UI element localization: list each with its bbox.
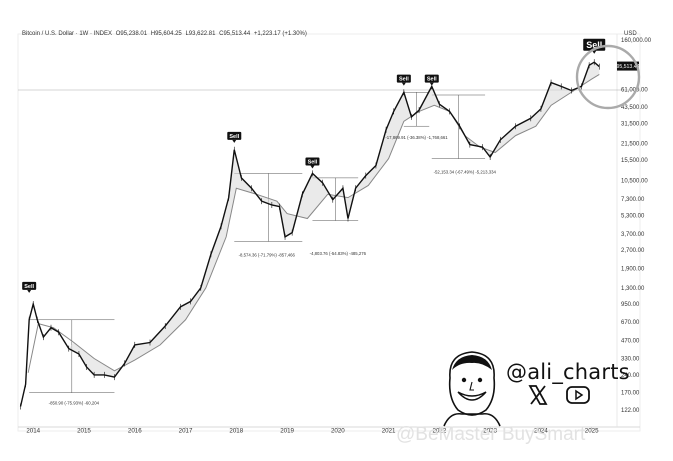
- drawdown-note: -850.90 (-75.93%) -60,204: [49, 401, 100, 406]
- x-tick-label: 2025: [585, 428, 599, 435]
- y-tick-label: 240.00: [621, 373, 640, 379]
- y-tick-label: 5,300.00: [621, 214, 645, 220]
- x-tick-label: 2019: [280, 428, 294, 435]
- x-tick-label: 2022: [433, 428, 447, 435]
- y-tick-label: 170.00: [621, 391, 640, 397]
- sell-label-pointer: [310, 165, 315, 169]
- drawdown-boxes: [29, 92, 486, 393]
- y-tick-label: 1,300.00: [621, 286, 645, 292]
- annotations-layer: Sell Sell Sell Sell Sell Sell -850.90 (-75.93%…: [22, 38, 640, 406]
- x-tick-label: 2016: [128, 428, 142, 435]
- y-tick-label: 122.00: [621, 408, 640, 414]
- x-tick-label: 2014: [26, 428, 40, 435]
- y-tick-label: 1,900.00: [621, 266, 645, 272]
- sell-label-pointer: [27, 289, 32, 293]
- price-tag-bg: [617, 61, 639, 71]
- y-tick-label: 43,500.00: [621, 105, 648, 111]
- axis-layer: 160,000.0061,000.0043,500.0031,500.0021,…: [17, 33, 652, 435]
- plot-frame: [17, 33, 641, 432]
- low-value: L93,622.81: [185, 31, 216, 37]
- symbol-label: Bitcoin / U.S. Dollar · 1W · INDEX: [22, 31, 113, 37]
- x-tick-label: 2018: [229, 428, 243, 435]
- sell-label-bg: [305, 157, 320, 166]
- y-tick-label: 21,500.00: [621, 141, 648, 147]
- y-tick-label: 160,000.00: [621, 38, 652, 44]
- sell-label: Sell: [308, 159, 318, 165]
- youtube-icon[interactable]: [566, 386, 591, 404]
- highlight-layer: [575, 44, 641, 110]
- drawdown-note: -8,574.36 (-71.79%) -857,466: [239, 252, 296, 257]
- y-tick-label: 670.00: [621, 320, 640, 326]
- sell-label-bg: [22, 281, 37, 290]
- y-tick-label: 31,500.00: [621, 122, 648, 128]
- series-layer: [19, 59, 600, 410]
- x-tick-label: 2024: [534, 428, 548, 435]
- drawdown-note: -4,803.76 (-54.83%) -485,276: [310, 251, 367, 256]
- highlight-circle: [575, 44, 641, 110]
- sell-label-pointer: [429, 82, 434, 86]
- y-tick-label: 950.00: [621, 302, 640, 308]
- price-tag: 95,513.44: [616, 64, 639, 70]
- y-tick-label: 15,500.00: [621, 158, 648, 164]
- x-tick-label: 2023: [483, 428, 497, 435]
- sell-label-pointer: [592, 50, 597, 54]
- social-icons: [528, 384, 598, 410]
- y-tick-label: 10,500.00: [621, 178, 648, 184]
- sell-label-bg: [227, 131, 242, 140]
- x-tick-label: 2020: [331, 428, 345, 435]
- change-value: +1,223.17 (+1.30%): [253, 31, 307, 37]
- sell-label-bg: [396, 74, 411, 83]
- close-value: C95,513.44: [219, 31, 251, 37]
- open-value: O95,238.01: [115, 31, 148, 37]
- support-line: [27, 74, 600, 373]
- chart-header: Bitcoin / U.S. Dollar · 1W · INDEX O95,2…: [22, 31, 309, 37]
- y-tick-label: 470.00: [621, 338, 640, 344]
- sell-label-pointer: [232, 139, 237, 143]
- sell-label-bg: [424, 74, 439, 83]
- y-tick-label: 3,700.00: [621, 232, 645, 238]
- x-tick-label: 2017: [179, 428, 193, 435]
- sell-label: Sell: [24, 284, 34, 290]
- y-tick-label: 2,700.00: [621, 248, 645, 254]
- brand-watermark: @BeMaster BuySmart: [396, 424, 586, 445]
- sell-label: Sell: [229, 134, 239, 140]
- drawdown-note: -52,153.34 (-67.49%) -5,213,334: [434, 169, 497, 174]
- sell-label: Sell: [427, 77, 437, 83]
- sell-label: Sell: [586, 40, 602, 50]
- sell-label: Sell: [399, 77, 409, 83]
- y-tick-label: 330.00: [621, 357, 640, 363]
- x-icon[interactable]: [528, 384, 548, 406]
- x-tick-label: 2021: [382, 428, 396, 435]
- drawdown-note: -17,869.91 (-36.38%) -1,768,661: [385, 135, 448, 140]
- x-tick-label: 2015: [77, 428, 91, 435]
- cloud-fill: [68, 62, 600, 378]
- high-value: H95,604.25: [150, 31, 182, 37]
- avatar-sketch: [436, 348, 508, 428]
- sell-label-pointer: [401, 82, 406, 86]
- y-tick-label: 7,300.00: [621, 197, 645, 203]
- author-handle: @ali_charts: [506, 360, 630, 384]
- currency-label: USD: [624, 31, 637, 37]
- price-line: [19, 61, 600, 407]
